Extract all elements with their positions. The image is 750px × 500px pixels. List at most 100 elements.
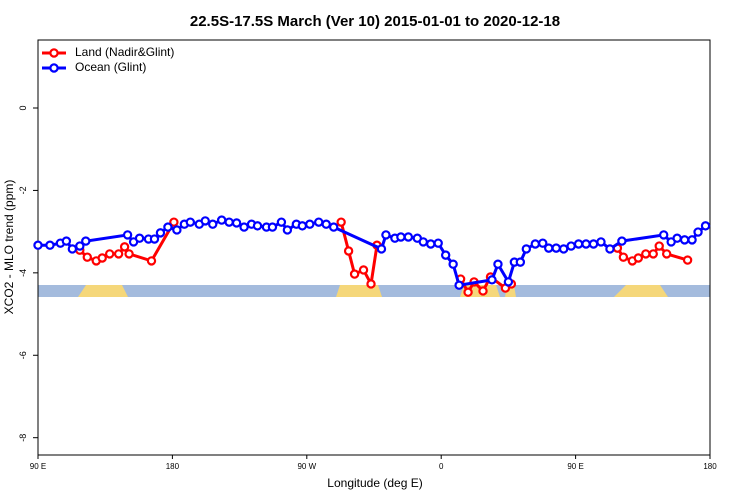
data-point — [169, 217, 179, 227]
data-point — [134, 233, 145, 243]
data-point — [122, 230, 133, 240]
data-point — [700, 221, 711, 231]
land-patch — [336, 285, 382, 297]
data-point — [661, 249, 672, 259]
x-tick-label: 90 E — [567, 462, 583, 471]
data-point — [530, 239, 540, 249]
data-point — [618, 252, 629, 262]
land-patch — [614, 285, 668, 297]
data-point — [297, 221, 308, 231]
data-point — [208, 219, 218, 229]
data-point — [515, 257, 526, 267]
data-point — [349, 269, 360, 279]
y-tick-label: -2 — [18, 186, 28, 194]
data-point — [224, 217, 234, 227]
data-point — [588, 239, 599, 249]
data-point — [521, 244, 532, 254]
series-line — [339, 221, 379, 289]
data-point — [426, 239, 436, 249]
x-tick-label: 90 W — [297, 462, 316, 471]
data-point — [282, 225, 293, 235]
x-tick-label: 90 E — [30, 462, 46, 471]
data-point — [343, 246, 354, 256]
data-point — [376, 244, 387, 254]
y-tick-label: -6 — [18, 351, 28, 359]
x-tick-label: 180 — [703, 462, 717, 471]
data-point — [448, 259, 458, 269]
data-point — [163, 222, 173, 232]
data-point — [67, 244, 78, 254]
y-tick-label: -4 — [18, 269, 28, 277]
data-point — [231, 218, 242, 228]
data-point — [366, 279, 376, 289]
data-point — [581, 239, 591, 249]
data-point — [149, 234, 160, 244]
data-point — [493, 259, 503, 269]
data-point — [45, 240, 55, 250]
data-point — [381, 230, 391, 240]
data-point — [81, 236, 91, 246]
data-point — [252, 221, 263, 231]
y-axis-label: XCO2 - MLO trend (ppm) — [2, 180, 16, 315]
data-point — [97, 253, 107, 263]
data-point — [693, 227, 703, 237]
data-point — [605, 244, 615, 254]
data-point — [200, 216, 210, 226]
data-point — [418, 237, 428, 247]
data-point — [314, 217, 324, 227]
data-point — [185, 217, 196, 227]
data-point — [679, 235, 690, 245]
data-point — [113, 249, 124, 259]
data-point — [659, 230, 669, 240]
data-point — [654, 241, 664, 251]
data-point — [305, 219, 315, 229]
data-point — [267, 222, 278, 232]
data-point — [124, 249, 134, 259]
data-point — [617, 236, 627, 246]
land-mask — [38, 285, 710, 297]
data-point — [433, 238, 443, 248]
data-point — [146, 256, 157, 266]
x-tick-label: 0 — [439, 462, 444, 471]
data-point — [119, 242, 130, 252]
data-point — [82, 252, 92, 262]
series — [75, 217, 693, 297]
data-point — [551, 243, 561, 253]
y-tick-label: -8 — [18, 434, 28, 442]
data-point — [544, 243, 554, 253]
data-point — [33, 240, 43, 250]
data-point — [463, 287, 473, 297]
data-point — [503, 277, 514, 287]
data-point — [558, 244, 569, 254]
data-point — [155, 228, 166, 238]
data-point — [478, 286, 488, 296]
data-point — [321, 219, 331, 229]
data-point — [487, 275, 497, 285]
legend-label: Ocean (Glint) — [75, 60, 146, 74]
data-point — [403, 232, 414, 242]
data-point — [538, 238, 548, 248]
data-point — [454, 280, 464, 290]
data-point — [573, 239, 584, 249]
data-point — [648, 249, 658, 259]
legend-label: Land (Nadir&Glint) — [75, 45, 174, 59]
data-point — [276, 217, 287, 227]
data-point — [440, 250, 451, 260]
data-point — [172, 225, 182, 235]
data-point — [566, 241, 576, 251]
data-point — [687, 235, 697, 245]
data-point — [61, 236, 72, 246]
legend-marker — [49, 63, 59, 73]
x-axis-label: Longitude (deg E) — [327, 476, 422, 490]
y-tick-label: 0 — [18, 105, 28, 110]
data-point — [641, 249, 651, 259]
data-point — [75, 241, 85, 251]
series — [33, 215, 711, 290]
data-point — [328, 222, 339, 232]
data-point — [633, 253, 644, 263]
data-point — [396, 232, 406, 242]
legend-marker — [49, 48, 59, 58]
data-point — [239, 222, 249, 232]
data-point — [596, 237, 606, 247]
data-point — [358, 265, 369, 275]
